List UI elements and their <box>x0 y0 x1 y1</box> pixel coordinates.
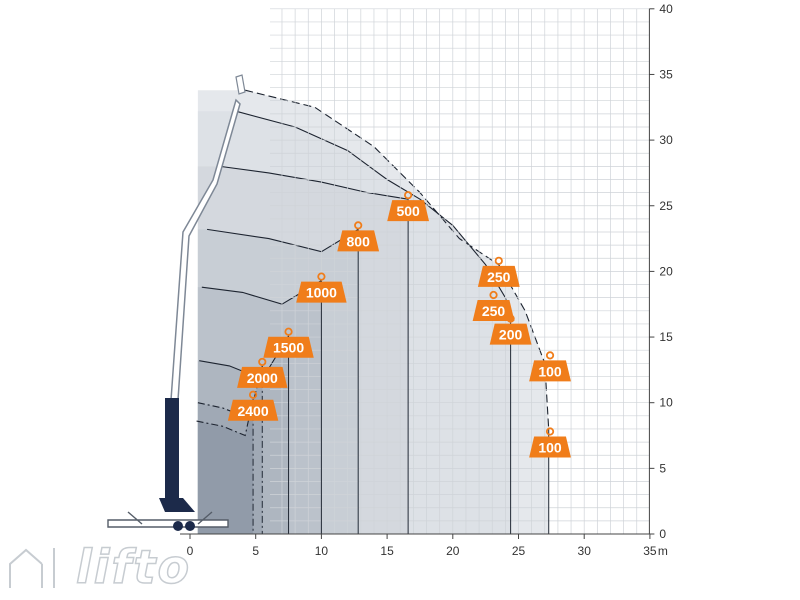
load-badge: 100 <box>529 427 571 458</box>
load-zone-area <box>196 398 254 534</box>
chart-grid <box>270 8 650 535</box>
reach-lines <box>252 199 550 534</box>
load-badge: 250 <box>477 256 520 287</box>
crane-illustration <box>107 74 246 531</box>
badge-hook <box>545 351 555 360</box>
load-badge: 250 <box>472 290 515 321</box>
badge-hook <box>258 357 267 367</box>
crane-tip <box>235 74 246 95</box>
y-tick-label: 20 <box>659 264 673 278</box>
badge-shape <box>296 281 347 303</box>
badge-shape <box>237 366 288 388</box>
load-badge: 1000 <box>296 272 347 303</box>
load-badge: 200 <box>489 314 532 345</box>
brand-name: lifto <box>75 539 192 595</box>
badge-value: 200 <box>499 327 523 343</box>
x-tick-label: 5 <box>252 544 259 558</box>
badge-hook <box>545 427 555 436</box>
badge-shape <box>337 230 380 252</box>
load-labels: 500 800 1000 1500 2000 2400 250 250 200 100 100 <box>227 191 571 458</box>
x-tick-label: 35 <box>643 544 657 558</box>
x-tick-label: 0 <box>187 544 194 558</box>
load-badge: 800 <box>337 221 380 252</box>
badge-value: 500 <box>396 203 420 219</box>
y-tick-label: 5 <box>659 461 666 475</box>
x-tick-label: 15 <box>380 544 394 558</box>
badge-value: 250 <box>487 269 511 285</box>
badge-hook <box>404 191 413 200</box>
x-unit-label: m <box>658 544 668 558</box>
badge-hook <box>494 256 503 265</box>
load-badge: 2400 <box>227 390 279 421</box>
badge-hook <box>489 290 498 300</box>
badge-hook <box>284 327 293 336</box>
badge-value: 100 <box>538 363 562 379</box>
x-tick-label: 25 <box>512 544 526 558</box>
brand-watermark: lifto <box>6 538 191 596</box>
y-tick-label: 35 <box>659 67 673 81</box>
crane-base <box>159 498 195 512</box>
badge-hook <box>354 221 363 230</box>
badge-value: 2000 <box>247 370 278 386</box>
badge-value: 1000 <box>306 285 337 301</box>
badge-shape <box>529 360 571 382</box>
load-badge: 2000 <box>237 357 288 388</box>
badge-value: 2400 <box>237 403 268 419</box>
x-tick-label: 10 <box>315 544 329 558</box>
badge-value: 1500 <box>273 340 304 356</box>
badge-shape <box>387 200 430 222</box>
crane-boom <box>170 98 241 401</box>
load-badge: 100 <box>529 351 571 382</box>
y-tick-label: 10 <box>659 396 673 410</box>
crane-wheel <box>173 521 183 531</box>
x-tick-label: 30 <box>578 544 592 558</box>
y-tick-label: 40 <box>659 2 673 16</box>
badge-shape <box>472 299 515 321</box>
y-tick-label: 25 <box>659 199 673 213</box>
badge-value: 800 <box>347 233 371 249</box>
load-zone-boundary <box>245 89 550 430</box>
badge-value: 100 <box>538 440 562 456</box>
house-icon <box>9 548 55 588</box>
badge-shape <box>227 399 279 421</box>
badge-shape <box>489 323 532 345</box>
y-tick-label: 30 <box>659 133 673 147</box>
crane-outrigger <box>107 511 229 528</box>
x-tick-label: 20 <box>446 544 460 558</box>
load-badge: 1500 <box>263 327 314 358</box>
badge-shape <box>477 265 520 287</box>
y-tick-label: 0 <box>659 527 666 541</box>
load-badge: 500 <box>387 191 430 222</box>
badge-shape <box>263 336 314 358</box>
badge-value: 250 <box>482 303 506 319</box>
crane-column <box>165 398 179 508</box>
y-tick-label: 15 <box>659 330 673 344</box>
badge-hook <box>506 314 515 323</box>
badge-hook <box>248 390 258 399</box>
badge-shape <box>529 436 571 458</box>
crane-wheel <box>185 521 195 531</box>
badge-hook <box>317 272 326 281</box>
